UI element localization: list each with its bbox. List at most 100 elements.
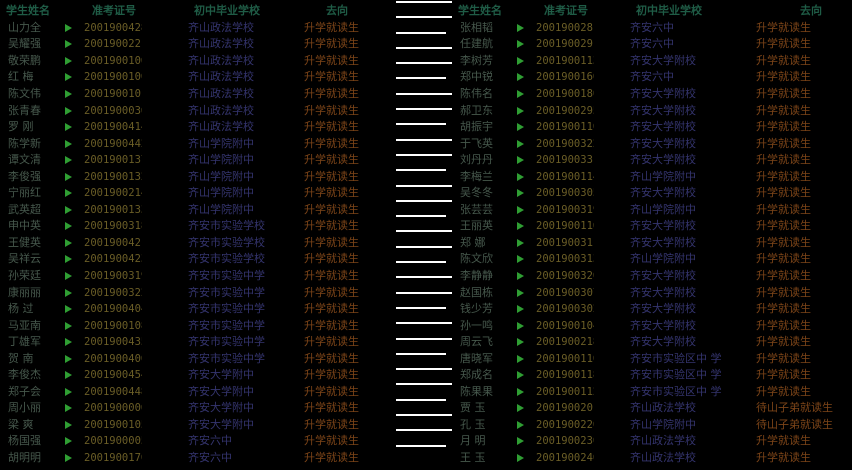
exam-number-cell[interactable]: 2001900113	[536, 54, 594, 67]
table-row[interactable]: 张相韬 2001900281 齐安六中 升学就读生	[458, 20, 850, 37]
destination-cell[interactable]: 升学就读生	[304, 37, 359, 51]
destination-cell[interactable]: 升学就读生	[756, 451, 811, 465]
student-name-cell[interactable]: 周小丽	[8, 401, 41, 415]
student-name-cell[interactable]: 李静静	[460, 269, 493, 283]
exam-number-cell[interactable]: 2001900100	[84, 71, 142, 84]
exam-number-cell[interactable]: 2001900137	[84, 154, 142, 167]
destination-cell[interactable]: 升学就读生	[756, 202, 811, 216]
exam-number-cell[interactable]: 2001900116	[536, 220, 594, 233]
student-name-cell[interactable]: 于飞英	[460, 136, 493, 150]
table-row[interactable]: 杨 过 2001900404 齐安市实验中学 升学就读生	[6, 301, 392, 318]
school-cell[interactable]: 齐山学院附中	[630, 169, 696, 183]
exam-number-cell[interactable]: 2001900214	[84, 187, 142, 200]
school-cell[interactable]: 齐安大学附中	[188, 368, 254, 382]
student-name-cell[interactable]: 张青春	[8, 103, 41, 117]
school-cell[interactable]: 齐安大学附校	[630, 285, 696, 299]
exam-number-cell[interactable]: 2001900110	[536, 352, 594, 365]
school-cell[interactable]: 齐山政法学校	[188, 53, 254, 67]
table-row[interactable]: 陈学新 2001900442 齐山学院附中 升学就读生	[6, 135, 392, 152]
destination-cell[interactable]: 升学就读生	[304, 368, 359, 382]
student-name-cell[interactable]: 赵国栋	[460, 285, 493, 299]
destination-cell[interactable]: 升学就读生	[304, 70, 359, 84]
table-row[interactable]: 张芸芸 2001900319 齐山学院附中 升学就读生	[458, 202, 850, 219]
destination-cell[interactable]: 升学就读生	[756, 302, 811, 316]
exam-number-cell[interactable]: 2001900318	[84, 220, 142, 233]
student-name-cell[interactable]: 李俊杰	[8, 368, 41, 382]
school-cell[interactable]: 齐山政法学校	[188, 70, 254, 84]
table-row[interactable]: 孙荣廷 2001900319 齐安市实验中学 升学就读生	[6, 268, 392, 285]
destination-cell[interactable]: 升学就读生	[756, 235, 811, 249]
exam-number-cell[interactable]: 2001900313	[536, 253, 594, 266]
student-name-cell[interactable]: 敬荣鹏	[8, 53, 41, 67]
student-name-cell[interactable]: 张芸芸	[460, 202, 493, 216]
table-row[interactable]: 红 梅 2001900100 齐山政法学校 升学就读生	[6, 69, 392, 86]
school-cell[interactable]: 齐山政法学校	[188, 87, 254, 100]
exam-number-cell[interactable]: 2001900404	[84, 303, 142, 316]
destination-cell[interactable]: 升学就读生	[304, 285, 359, 299]
exam-number-cell[interactable]: 2001900180	[536, 88, 594, 100]
table-row[interactable]: 唐晓军 2001900110 齐安市实验区中 学 升学就读生	[458, 350, 850, 367]
school-cell[interactable]: 齐山学院附中	[630, 417, 696, 431]
exam-number-cell[interactable]: 2001900101	[84, 88, 142, 100]
student-name-cell[interactable]: 陈学新	[8, 136, 41, 150]
school-cell[interactable]: 齐安大学附校	[630, 103, 696, 117]
student-name-cell[interactable]: 孙一鸣	[460, 318, 493, 332]
student-name-cell[interactable]: 李树芳	[460, 53, 493, 67]
table-row[interactable]: 马亚南 2001900108 齐安市实验中学 升学就读生	[6, 317, 392, 334]
school-cell[interactable]: 齐安市实验中学	[188, 318, 265, 332]
table-row[interactable]: 张青春 2001900036 齐山政法学校 升学就读生	[6, 102, 392, 119]
student-name-cell[interactable]: 山力全	[8, 20, 41, 34]
destination-cell[interactable]: 升学就读生	[304, 120, 359, 134]
destination-cell[interactable]: 升学就读生	[756, 186, 811, 200]
school-cell[interactable]: 齐安市实验学校	[188, 252, 265, 266]
table-row[interactable]: 郑成名 2001900118 齐安市实验区中 学 升学就读生	[458, 367, 850, 384]
table-row[interactable]: 梁 爽 2001900105 齐安大学附中 升学就读生	[6, 417, 392, 434]
exam-number-cell[interactable]: 2001900400	[84, 352, 142, 365]
school-cell[interactable]: 齐安大学附中	[188, 401, 254, 415]
table-row[interactable]: 周小丽 2001900006 齐安大学附中 升学就读生	[6, 400, 392, 417]
school-cell[interactable]: 齐安大学附校	[630, 153, 696, 167]
destination-cell[interactable]: 升学就读生	[756, 269, 811, 283]
student-name-cell[interactable]: 周云飞	[460, 335, 493, 349]
destination-cell[interactable]: 升学就读生	[304, 335, 359, 349]
destination-cell[interactable]: 升学就读生	[304, 153, 359, 167]
header-destination[interactable]: 去向	[800, 4, 822, 18]
table-row[interactable]: 王 玉 2001900240 齐山政法学校 升学就读生	[458, 450, 850, 467]
student-name-cell[interactable]: 陈果果	[460, 384, 493, 398]
school-cell[interactable]: 齐安市实验区中 学	[630, 368, 722, 382]
exam-number-cell[interactable]: 2001900421	[84, 236, 142, 249]
student-name-cell[interactable]: 任建航	[460, 37, 493, 51]
school-cell[interactable]: 齐安大学附校	[630, 186, 696, 200]
destination-cell[interactable]: 升学就读生	[756, 120, 811, 134]
destination-cell[interactable]: 升学就读生	[756, 169, 811, 183]
table-row[interactable]: 郝卫东 2001900295 齐安大学附校 升学就读生	[458, 102, 850, 119]
school-cell[interactable]: 齐安大学附校	[630, 219, 696, 233]
table-row[interactable]: 王丽英 2001900116 齐安大学附校 升学就读生	[458, 218, 850, 235]
destination-cell[interactable]: 待山子弟就读生	[756, 401, 833, 415]
destination-cell[interactable]: 升学就读生	[304, 235, 359, 249]
student-name-cell[interactable]: 宁丽红	[8, 186, 41, 200]
header-exam-number[interactable]: 准考证号	[544, 4, 588, 18]
school-cell[interactable]: 齐安市实验中学	[188, 285, 265, 299]
school-cell[interactable]: 齐安大学附校	[630, 120, 696, 134]
school-cell[interactable]: 齐山政法学校	[188, 20, 254, 34]
school-cell[interactable]: 齐安六中	[188, 434, 232, 448]
exam-number-cell[interactable]: 2001900230	[536, 435, 594, 448]
destination-cell[interactable]: 升学就读生	[756, 136, 811, 150]
exam-number-cell[interactable]: 2001900435	[84, 336, 142, 349]
school-cell[interactable]: 齐安市实验区中 学	[630, 351, 722, 365]
destination-cell[interactable]: 升学就读生	[756, 219, 811, 233]
school-cell[interactable]: 齐山学院附中	[630, 252, 696, 266]
destination-cell[interactable]: 升学就读生	[756, 368, 811, 382]
table-row[interactable]: 李静静 2001900320 齐安大学附校 升学就读生	[458, 268, 850, 285]
destination-cell[interactable]: 升学就读生	[756, 335, 811, 349]
exam-number-cell[interactable]: 2001900104	[536, 319, 594, 332]
exam-number-cell[interactable]: 2001900291	[536, 38, 594, 51]
destination-cell[interactable]: 升学就读生	[756, 37, 811, 51]
table-row[interactable]: 陈文欣 2001900313 齐山学院附中 升学就读生	[458, 251, 850, 268]
exam-number-cell[interactable]: 2001900322	[536, 137, 594, 150]
school-cell[interactable]: 齐山学院附中	[630, 202, 696, 216]
student-name-cell[interactable]: 罗 刚	[8, 120, 34, 134]
student-name-cell[interactable]: 红 梅	[8, 70, 34, 84]
header-student-name[interactable]: 学生姓名	[458, 4, 502, 18]
